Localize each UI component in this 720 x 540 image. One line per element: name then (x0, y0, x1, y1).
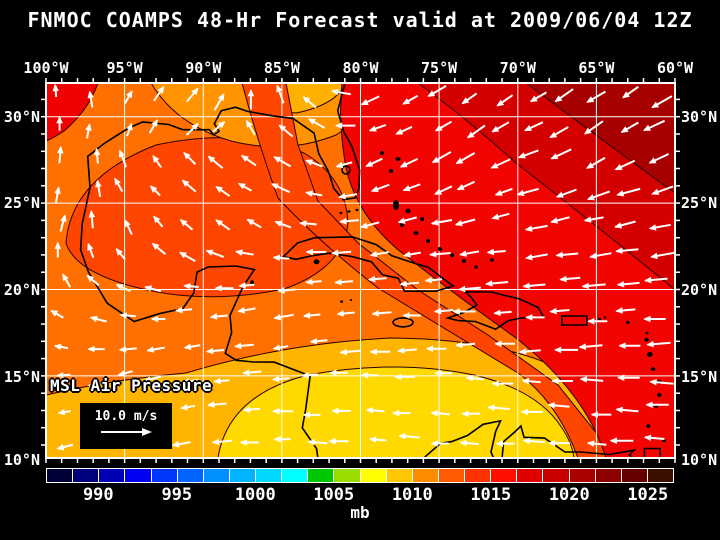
wind-scale-box: 10.0 m/s (80, 403, 172, 449)
lon-label-70°W: 70°W (499, 59, 536, 77)
colorbar-cell-3 (125, 469, 151, 482)
wind-scale-arrow-icon (101, 428, 152, 436)
forecast-map (41, 78, 680, 463)
wind-arrow-layer (50, 83, 675, 451)
colorbar-cell-17 (491, 469, 517, 482)
colorbar-tick-1025: 1025 (627, 485, 669, 505)
lon-label-100°W: 100°W (23, 59, 69, 77)
colorbar-cell-20 (569, 469, 595, 482)
coastline-puerto-rico (561, 315, 588, 326)
colorbar-cell-5 (177, 469, 203, 482)
lon-label-65°W: 65°W (578, 59, 615, 77)
colorbar-cell-7 (229, 469, 255, 482)
lat-label-right-30°N: 30°N (681, 107, 718, 126)
lat-label-right-15°N: 15°N (681, 367, 718, 386)
degree-ticks (41, 78, 680, 463)
lat-label-left-25°N: 25°N (3, 194, 40, 213)
colorbar-cell-23 (647, 469, 673, 482)
field-label: MSL Air Pressure (50, 376, 213, 395)
lon-label-60°W: 60°W (656, 59, 694, 77)
lat-label-left-20°N: 20°N (3, 281, 40, 299)
colorbar-cell-0 (47, 469, 73, 482)
lon-label-90°W: 90°W (185, 59, 222, 77)
colorbar-tick-1010: 1010 (391, 485, 433, 505)
colorbar-cell-22 (621, 469, 647, 482)
colorbar-cell-10 (308, 469, 334, 482)
colorbar-unit-label: mb (350, 503, 370, 522)
lat-label-left-15°N: 15°N (3, 367, 40, 386)
lat-label-left-30°N: 30°N (3, 107, 40, 126)
lat-label-right-20°N: 20°N (681, 281, 718, 299)
page-title: FNMOC COAMPS 48-Hr Forecast valid at 200… (27, 8, 693, 32)
graticule (46, 83, 675, 458)
colorbar-cell-19 (543, 469, 569, 482)
colorbar-tick-1015: 1015 (470, 485, 512, 505)
coastline-jamaica (392, 317, 414, 328)
colorbar-cell-13 (386, 469, 412, 482)
lat-label-right-25°N: 25°N (681, 194, 718, 213)
map-border (45, 82, 676, 459)
colorbar-cell-18 (517, 469, 543, 482)
lon-label-85°W: 85°W (263, 59, 300, 77)
lon-label-95°W: 95°W (106, 59, 143, 77)
colorbar-cell-21 (595, 469, 621, 482)
colorbar-cell-11 (334, 469, 360, 482)
coastline-hispaniola (445, 291, 546, 331)
colorbar-cell-14 (412, 469, 438, 482)
colorbar-tick-995: 995 (161, 485, 193, 505)
lake-okeechobee (341, 165, 351, 175)
colorbar-cell-15 (438, 469, 464, 482)
colorbar-cell-2 (99, 469, 125, 482)
colorbar-cell-12 (360, 469, 386, 482)
colorbar-cell-16 (465, 469, 491, 482)
colorbar-cell-4 (151, 469, 177, 482)
colorbar-tick-990: 990 (82, 485, 114, 505)
lat-label-right-10°N: 10°N (681, 451, 718, 469)
wind-scale-label: 10.0 m/s (94, 409, 158, 424)
lat-label-left-10°N: 10°N (3, 451, 40, 469)
lon-label-75°W: 75°W (421, 59, 458, 77)
coastline-trinidad (643, 447, 661, 458)
colorbar-tick-1000: 1000 (234, 485, 276, 505)
colorbar-cell-9 (282, 469, 308, 482)
colorbar-cell-1 (73, 469, 99, 482)
colorbar-tick-1005: 1005 (313, 485, 355, 505)
lon-label-80°W: 80°W (342, 59, 379, 77)
colorbar-cell-8 (256, 469, 282, 482)
colorbar-tick-1020: 1020 (548, 485, 590, 505)
colorbar-cell-6 (203, 469, 229, 482)
pressure-colorbar (46, 468, 674, 483)
